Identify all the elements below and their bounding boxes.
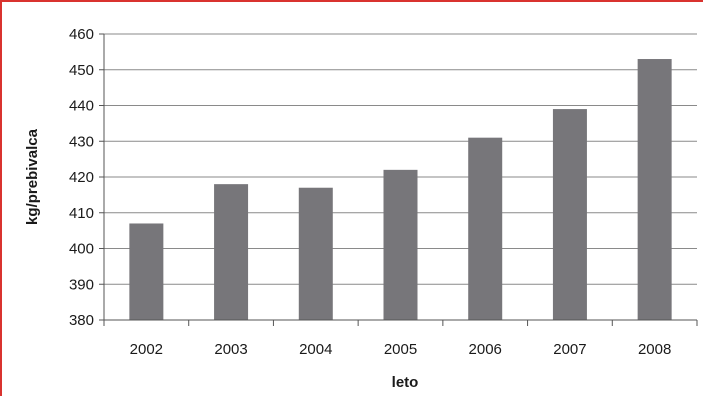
y-tick-label: 390	[69, 276, 94, 293]
bars	[129, 59, 672, 321]
x-tick-label: 2002	[130, 341, 163, 358]
x-tick-label: 2005	[384, 341, 417, 358]
x-axis-title: leto	[392, 374, 419, 391]
bar-2008	[637, 59, 672, 321]
y-tick-label: 460	[69, 26, 94, 43]
y-tick-label: 440	[69, 98, 94, 115]
x-tick-label: 2003	[214, 341, 247, 358]
y-tick-label: 420	[69, 169, 94, 186]
y-tick-label: 450	[69, 62, 94, 79]
bar-2005	[383, 169, 418, 320]
bar-2006	[468, 137, 503, 320]
y-tick-label: 430	[69, 133, 94, 150]
y-tick-label: 410	[69, 205, 94, 222]
bar-2002	[129, 223, 164, 320]
x-tick-label: 2007	[553, 341, 586, 358]
y-tick-label: 400	[69, 241, 94, 258]
y-axis-title: kg/prebivalca	[24, 128, 41, 225]
y-tick-label: 380	[69, 312, 94, 329]
x-tick-labels: 2002 2003 2004 2005 2006 2007 2008	[103, 320, 698, 358]
bar-2007	[552, 109, 587, 320]
x-tick-label: 2008	[638, 341, 671, 358]
x-tick-label: 2004	[299, 341, 332, 358]
y-tick-labels: 380 390 400 410 420 430 440 450 460	[69, 26, 104, 329]
bar-2004	[298, 187, 333, 320]
bar-2003	[214, 184, 249, 320]
x-tick-label: 2006	[469, 341, 502, 358]
